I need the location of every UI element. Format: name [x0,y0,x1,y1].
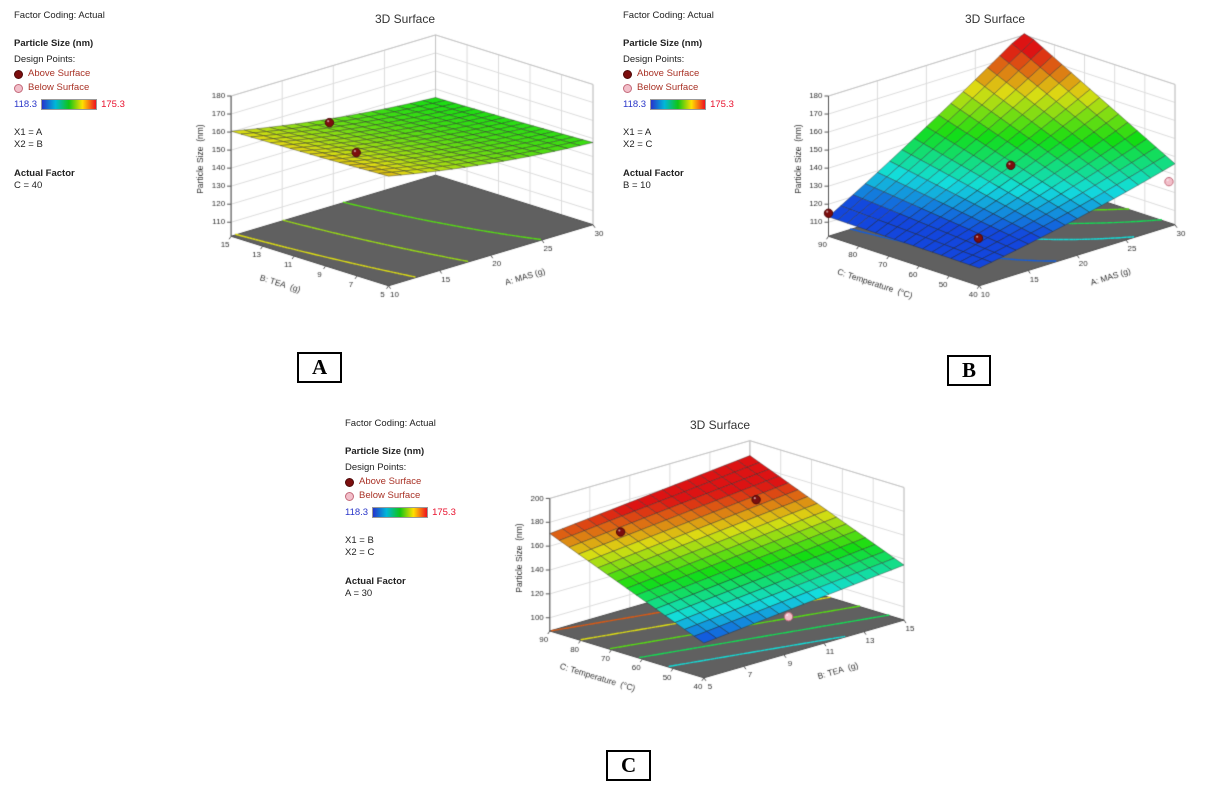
below-surface-dot-icon [345,492,354,502]
actual-factor-value: B = 10 [623,180,651,192]
panel-label-b: B [947,355,992,386]
x2-label: X2 = C [623,139,653,151]
actual-factor-label: Actual Factor [14,167,75,179]
scale-min: 118.3 [14,98,38,110]
plot-title-b: 3D Surface [964,12,1026,26]
panel-label-c: C [606,750,652,781]
scale-max: 175.3 [710,98,734,110]
below-surface-dot-icon [623,84,632,94]
above-surface-dot-icon [345,477,354,487]
above-surface-label: Above Surface [359,476,422,488]
plot-title-c: 3D Surface [689,418,751,432]
plot-legend-b: Factor Coding: Actual Particle Size (nm)… [623,10,775,192]
actual-factor-value: C = 40 [14,180,43,192]
factor-coding-label: Factor Coding: Actual [14,10,105,21]
scale-max: 175.3 [432,506,456,518]
below-surface-label: Below Surface [359,490,421,502]
below-surface-label: Below Surface [28,82,90,94]
scale-max: 175.3 [101,98,125,110]
x2-label: X2 = C [345,547,375,559]
actual-factor-label: Actual Factor [345,575,406,587]
design-points-label: Design Points: [14,53,76,65]
above-surface-label: Above Surface [28,68,91,80]
response-label: Particle Size (nm) [345,446,425,458]
plot-legend-a: Factor Coding: Actual Particle Size (nm)… [14,10,166,192]
response-label: Particle Size (nm) [623,38,703,50]
surface-plot-canvas-b[interactable] [770,30,1220,360]
scale-min: 118.3 [345,506,369,518]
below-surface-label: Below Surface [637,82,699,94]
response-label: Particle Size (nm) [14,38,94,50]
scale-min: 118.3 [623,98,647,110]
above-surface-dot-icon [14,69,23,79]
surface-plot-canvas-c[interactable] [490,436,950,748]
actual-factor-label: Actual Factor [623,167,684,179]
x1-label: X1 = A [14,127,43,139]
plot-legend-c: Factor Coding: Actual Particle Size (nm)… [345,418,497,600]
plot-title-a: 3D Surface [374,12,436,26]
actual-factor-value: A = 30 [345,588,373,600]
surface-plot-canvas-a[interactable] [170,30,640,360]
color-scale-bar [41,99,98,111]
below-surface-dot-icon [14,84,23,94]
color-scale-bar [372,507,429,519]
x1-label: X1 = A [623,127,652,139]
factor-coding-label: Factor Coding: Actual [623,10,714,21]
above-surface-dot-icon [623,69,632,79]
panel-label-a: A [297,352,343,383]
color-scale-bar [650,99,707,111]
design-points-label: Design Points: [345,461,407,473]
factor-coding-label: Factor Coding: Actual [345,418,436,429]
x1-label: X1 = B [345,535,374,547]
above-surface-label: Above Surface [637,68,700,80]
x2-label: X2 = B [14,139,43,151]
design-points-label: Design Points: [623,53,685,65]
